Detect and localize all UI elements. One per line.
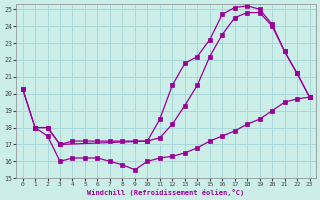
X-axis label: Windchill (Refroidissement éolien,°C): Windchill (Refroidissement éolien,°C)	[87, 189, 245, 196]
